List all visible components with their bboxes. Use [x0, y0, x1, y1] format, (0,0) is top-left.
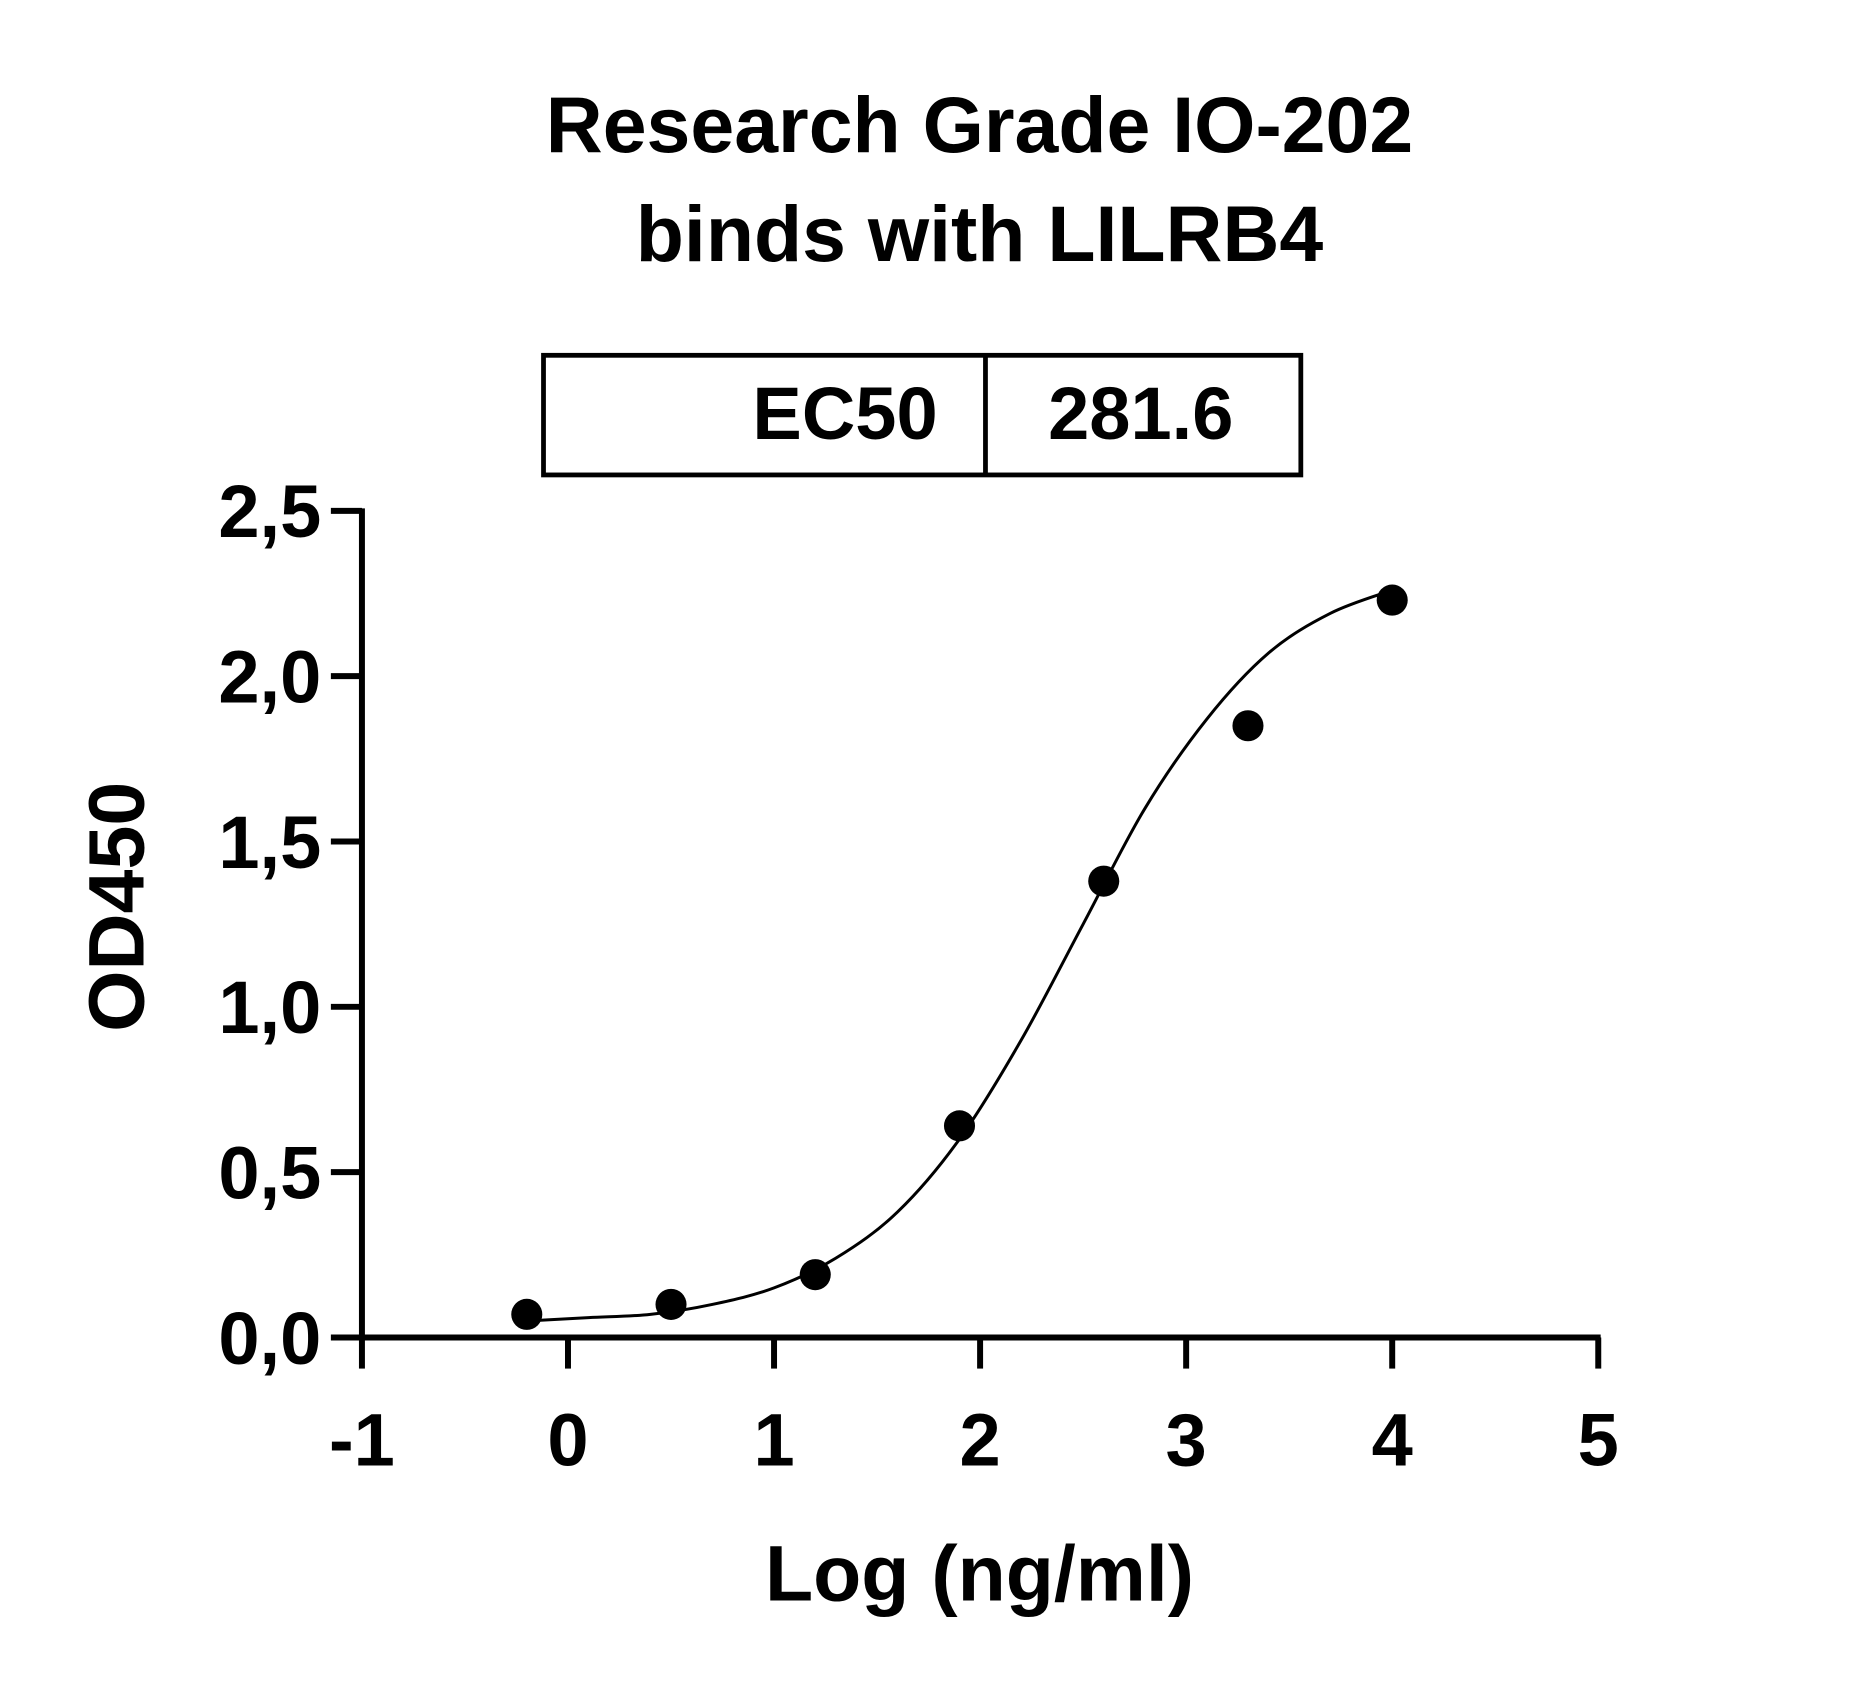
x-tick-label: 0 — [547, 1398, 588, 1481]
ec50-box — [541, 352, 1304, 478]
y-tick-label: 0,0 — [218, 1297, 321, 1380]
x-tick-label: -1 — [329, 1398, 395, 1481]
fit-curve — [526, 588, 1393, 1323]
data-point — [799, 1259, 831, 1291]
data-point — [1232, 710, 1264, 742]
x-tick-label: 4 — [1372, 1398, 1413, 1481]
y-tick-label: 2,0 — [218, 635, 321, 718]
y-tick-label: 1,0 — [218, 966, 321, 1049]
y-tick-label: 2,5 — [218, 470, 321, 553]
x-tick-label: 5 — [1578, 1398, 1619, 1481]
y-tick-label: 1,5 — [218, 801, 321, 884]
y-tick-label: 0,5 — [218, 1131, 321, 1214]
data-point — [655, 1288, 687, 1320]
data-point — [1088, 865, 1120, 897]
data-point — [1376, 584, 1408, 616]
x-axis-label: Log (ng/ml) — [765, 1530, 1194, 1618]
data-point — [943, 1110, 976, 1142]
x-tick-label: 2 — [960, 1398, 1001, 1481]
chart-title: binds with LILRB4 — [636, 190, 1324, 278]
data-point — [511, 1298, 543, 1330]
ec50-label: EC50 — [752, 372, 937, 455]
x-tick-label: 3 — [1166, 1398, 1207, 1481]
x-tick-label: 1 — [753, 1398, 794, 1481]
y-axis-label: OD450 — [72, 782, 160, 1032]
chart-title: Research Grade IO-202 — [546, 81, 1413, 169]
ec50-value: 281.6 — [1048, 372, 1233, 455]
